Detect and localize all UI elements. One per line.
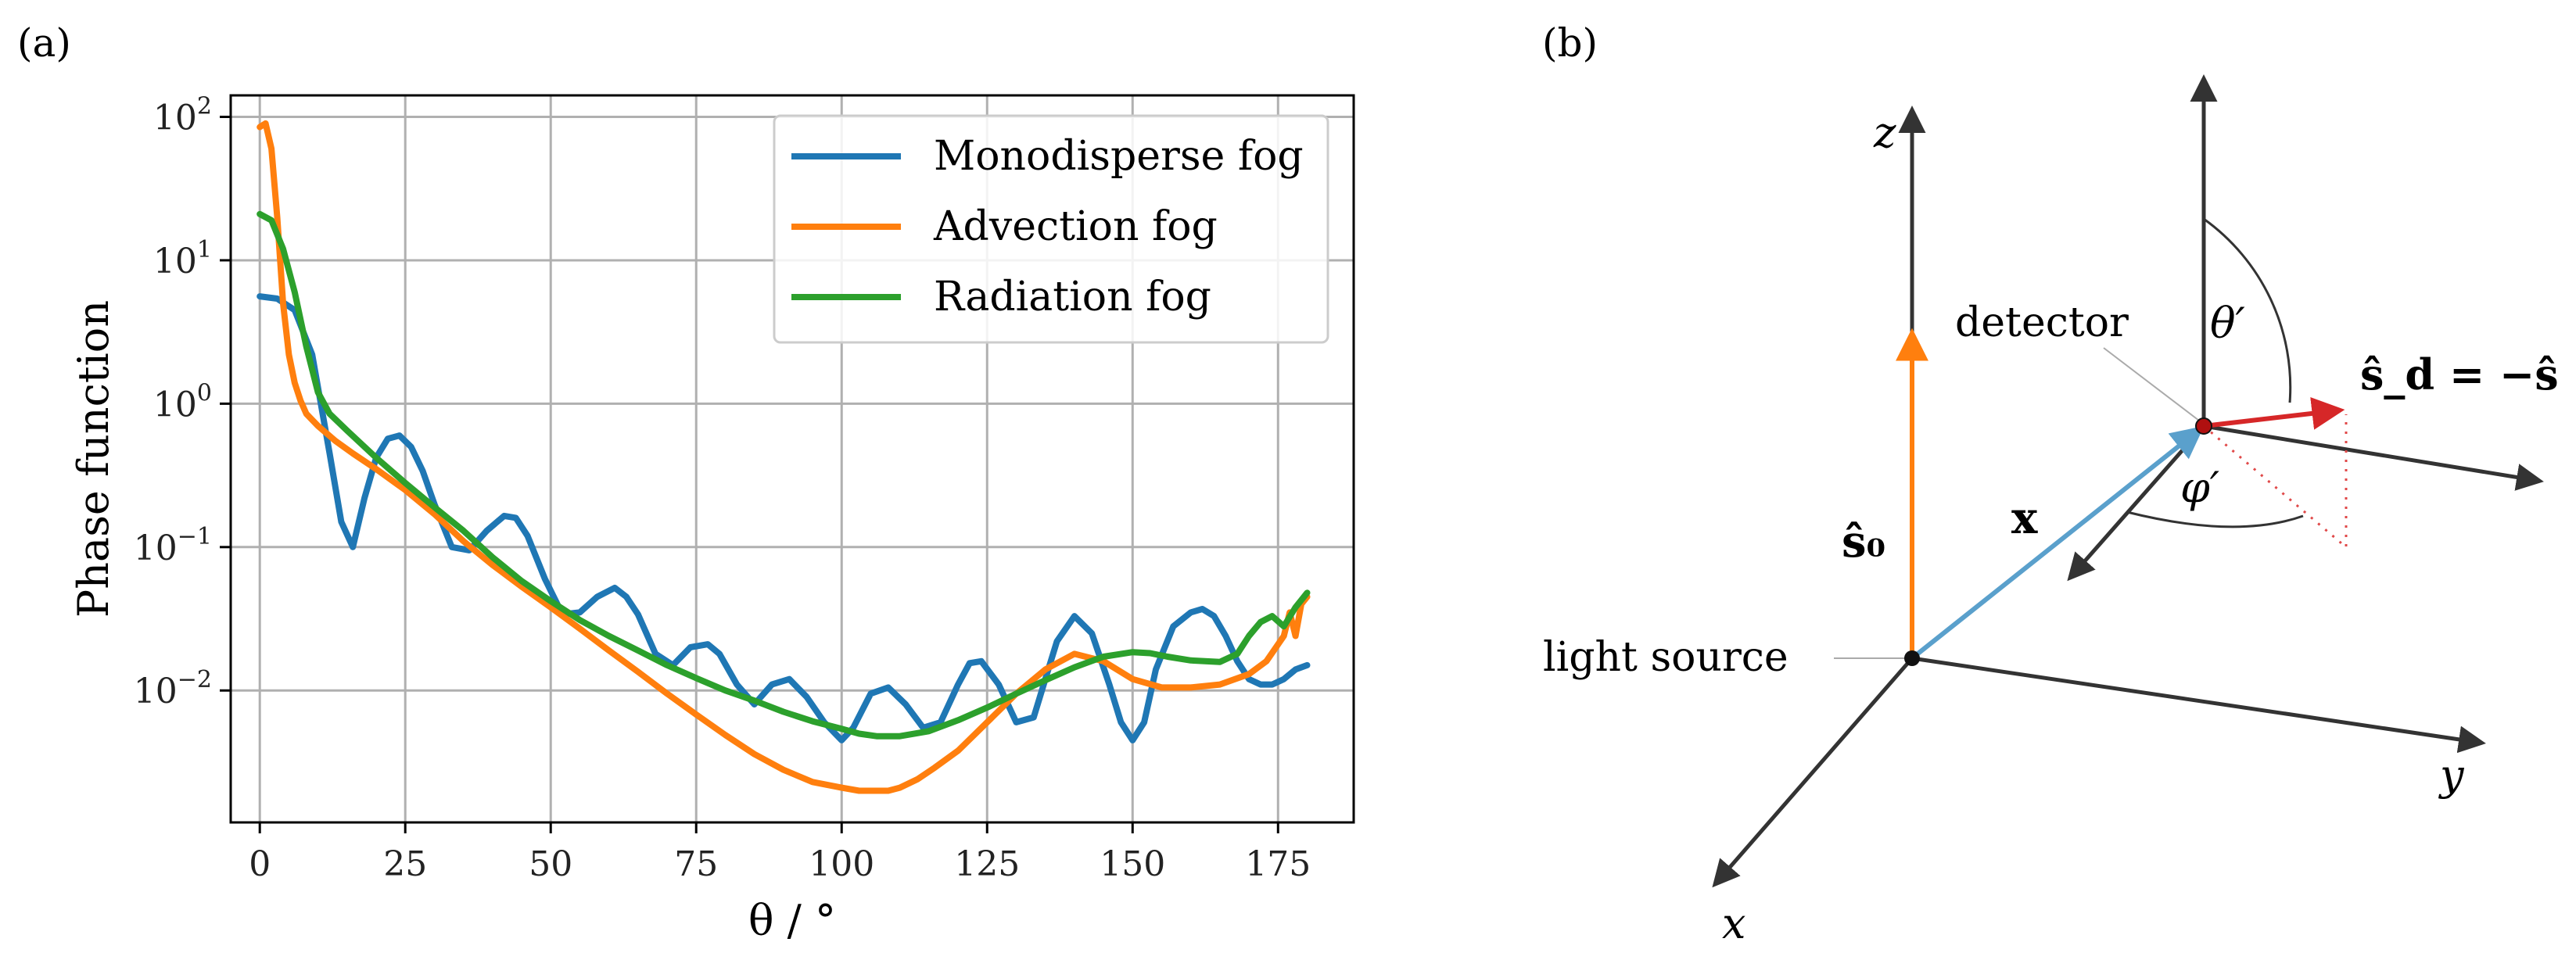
y-axis-origin xyxy=(1911,656,2486,754)
x-tick-label: 100 xyxy=(809,844,874,884)
series-monodisperse-fog xyxy=(257,293,1311,743)
panel-b-label: (b) xyxy=(1542,20,1598,66)
light-source-point xyxy=(1904,650,1920,666)
s0-label: ŝ₀ xyxy=(1842,516,1885,568)
axis-ticks: 0 25 50 75 100 125 150 175 102 101 100 10−1 10−2 xyxy=(134,93,1311,884)
y-axis-detector xyxy=(2203,424,2544,491)
x-axis-label: θ / ° xyxy=(748,896,836,945)
sd-vector xyxy=(2203,397,2345,430)
panel-a-label: (a) xyxy=(17,20,71,66)
x-axis-origin xyxy=(1712,657,1914,888)
y-tick-label: 101 xyxy=(153,236,212,281)
legend-box xyxy=(773,114,1329,344)
y-tick-label: 10−2 xyxy=(134,666,212,711)
light-source-label: light source xyxy=(1543,634,1788,681)
legend-label-monodisperse: Monodisperse fog xyxy=(934,133,1304,180)
detector-leader xyxy=(2103,347,2200,421)
x-tick-label: 125 xyxy=(954,844,1020,884)
x-tick-label: 25 xyxy=(383,844,427,884)
phi-prime-arc xyxy=(2126,510,2304,528)
x-tick-label: 150 xyxy=(1100,844,1165,884)
sd-label: ŝ_d = −ŝ xyxy=(2360,349,2559,399)
detector-label: detector xyxy=(1955,299,2129,346)
phi-prime-label: φ′ xyxy=(2180,463,2219,512)
series-radiation-fog xyxy=(257,210,1311,740)
theta-prime-arc xyxy=(2203,217,2292,403)
series-advection-fog xyxy=(257,120,1311,794)
legend: Monodisperse fog Advection fog Radiation… xyxy=(773,114,1329,344)
x-tick-label: 50 xyxy=(529,844,572,884)
theta-prime-label: θ′ xyxy=(2210,299,2245,348)
plot-frame xyxy=(229,94,1355,824)
y-axis-label: Phase function xyxy=(69,300,118,618)
x-tick-label: 0 xyxy=(249,844,271,884)
plot-series xyxy=(257,120,1311,794)
z-axis-label: z xyxy=(1873,108,1896,157)
x-position-vector xyxy=(1910,425,2205,661)
y-tick-label: 100 xyxy=(153,379,212,424)
x-tick-label: 175 xyxy=(1245,844,1311,884)
x-tick-label: 75 xyxy=(674,844,718,884)
coordinate-diagram: z y x detector light source ŝ₀ x θ′ φ′ ŝ… xyxy=(1543,74,2559,948)
y-tick-label: 102 xyxy=(153,93,212,138)
legend-label-radiation: Radiation fog xyxy=(934,274,1211,321)
x-vector-label: x xyxy=(2011,493,2038,544)
legend-label-advection: Advection fog xyxy=(933,203,1218,250)
y-axis-label-diagram: y xyxy=(2438,750,2465,800)
x-axis-label-diagram: x xyxy=(1722,899,1745,948)
detector-point xyxy=(2195,417,2212,435)
y-tick-label: 10−1 xyxy=(134,523,212,568)
